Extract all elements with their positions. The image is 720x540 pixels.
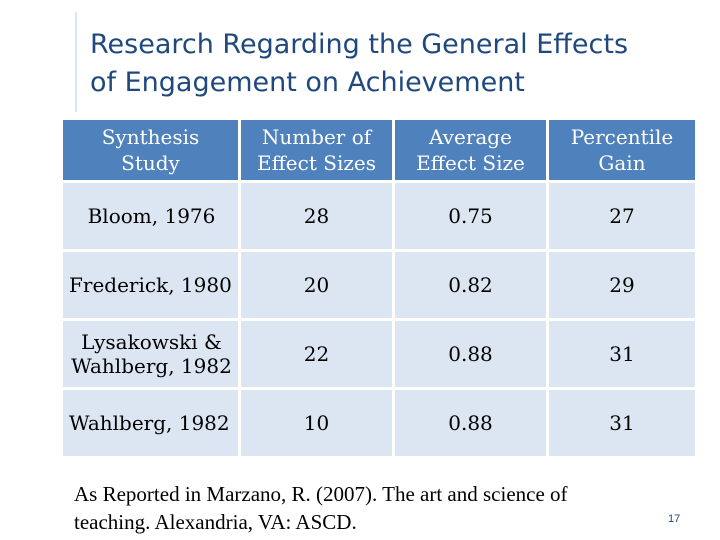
cell-study: Bloom, 1976 (63, 183, 238, 249)
study-text: Lysakowski & (81, 330, 222, 354)
header-text: Study (121, 151, 180, 175)
accent-rule (75, 12, 77, 112)
cell-average-effect-size: 0.75 (395, 183, 546, 249)
citation-line-1: As Reported in Marzano, R. (2007). The a… (74, 482, 568, 506)
cell-number-of-effect-sizes: 20 (241, 252, 392, 318)
header-text: Synthesis (101, 125, 200, 149)
header-average-effect-size: Average Effect Size (395, 120, 546, 180)
header-number-of-effect-sizes: Number of Effect Sizes (241, 120, 392, 180)
cell-average-effect-size: 0.88 (395, 390, 546, 456)
table-row: Bloom, 1976 28 0.75 27 (63, 183, 695, 249)
header-text: Gain (598, 151, 646, 175)
table-row: Lysakowski & Wahlberg, 1982 22 0.88 31 (63, 321, 695, 387)
header-text: Effect Sizes (257, 151, 376, 175)
page-number: 17 (668, 513, 681, 525)
cell-number-of-effect-sizes: 10 (241, 390, 392, 456)
citation-line-2: teaching. Alexandria, VA: ASCD. (74, 510, 357, 534)
header-text: Number of (261, 125, 372, 149)
slide-title: Research Regarding the General Effects o… (90, 26, 700, 102)
title-line-1: Research Regarding the General Effects (90, 29, 629, 60)
header-text: Percentile (570, 125, 674, 149)
header-percentile-gain: Percentile Gain (549, 120, 695, 180)
title-line-2: of Engagement on Achievement (90, 67, 525, 98)
cell-study: Lysakowski & Wahlberg, 1982 (63, 321, 238, 387)
cell-percentile-gain: 31 (549, 390, 695, 456)
study-text: Wahlberg, 1982 (71, 354, 232, 378)
study-text: Wahlberg, 1982 (69, 411, 230, 435)
table-header-row: Synthesis Study Number of Effect Sizes A… (63, 120, 695, 180)
cell-number-of-effect-sizes: 22 (241, 321, 392, 387)
cell-study: Frederick, 1980 (63, 252, 238, 318)
table-row: Wahlberg, 1982 10 0.88 31 (63, 390, 695, 456)
cell-number-of-effect-sizes: 28 (241, 183, 392, 249)
table-row: Frederick, 1980 20 0.82 29 (63, 252, 695, 318)
cell-percentile-gain: 31 (549, 321, 695, 387)
header-text: Average (429, 125, 512, 149)
effects-table: Synthesis Study Number of Effect Sizes A… (60, 117, 698, 459)
citation-note: As Reported in Marzano, R. (2007). The a… (74, 480, 674, 536)
cell-average-effect-size: 0.82 (395, 252, 546, 318)
study-text: Frederick, 1980 (69, 273, 232, 297)
header-synthesis-study: Synthesis Study (63, 120, 238, 180)
cell-percentile-gain: 29 (549, 252, 695, 318)
study-text: Bloom, 1976 (87, 204, 216, 228)
cell-percentile-gain: 27 (549, 183, 695, 249)
cell-study: Wahlberg, 1982 (63, 390, 238, 456)
cell-average-effect-size: 0.88 (395, 321, 546, 387)
header-text: Effect Size (416, 151, 525, 175)
